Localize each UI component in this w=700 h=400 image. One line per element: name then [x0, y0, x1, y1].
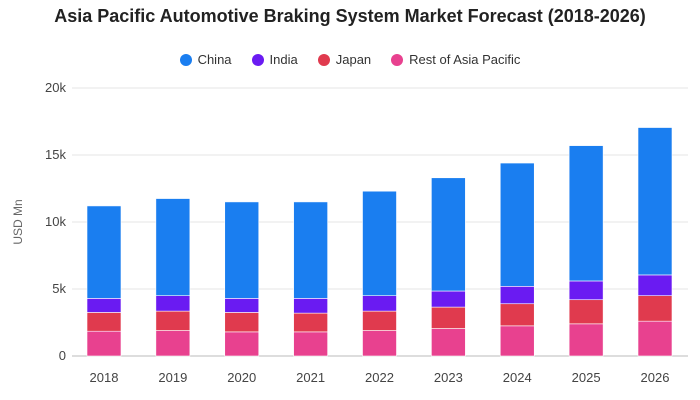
bar-segment	[86, 312, 122, 332]
bar-segment	[224, 331, 260, 357]
chart-title: Asia Pacific Automotive Braking System M…	[54, 6, 646, 26]
bar-segment	[155, 310, 191, 331]
bar-segment	[431, 290, 466, 308]
legend-swatch	[391, 53, 404, 66]
legend-item[interactable]: Japan	[317, 52, 372, 67]
x-tick-label: 2021	[296, 370, 325, 385]
bar-segment	[499, 303, 535, 327]
bar-segment	[431, 306, 466, 329]
bar-segment	[362, 310, 397, 331]
bar-segment	[293, 312, 328, 333]
bar-segment	[431, 177, 466, 292]
bar-segment	[568, 145, 604, 282]
y-tick-label: 5k	[52, 281, 66, 296]
bar-segment	[499, 162, 535, 287]
bar-segment	[293, 201, 328, 299]
x-tick-label: 2024	[503, 370, 532, 385]
chart-legend: China India Japan Rest of Asia Pacific	[0, 52, 700, 67]
y-axis-label: USD Mn	[11, 199, 25, 244]
legend-item[interactable]: Rest of Asia Pacific	[391, 52, 520, 67]
bar-segment	[155, 330, 191, 357]
bar-segment	[568, 299, 604, 325]
legend-label: China	[197, 52, 232, 67]
bar-segment	[224, 201, 260, 299]
bar-segment	[86, 205, 122, 299]
bar-segment	[637, 295, 673, 322]
x-tick-label: 2019	[158, 370, 187, 385]
bar-segment	[499, 286, 535, 305]
bar-segment	[224, 312, 260, 333]
x-tick-label: 2022	[365, 370, 394, 385]
bar-segment	[362, 295, 397, 312]
y-tick-label: 0	[59, 348, 66, 363]
bar-segment	[362, 330, 397, 357]
legend-swatch	[317, 53, 330, 66]
bar-segment	[362, 190, 397, 296]
x-tick-label: 2020	[227, 370, 256, 385]
legend-label: Rest of Asia Pacific	[409, 52, 521, 67]
bar-segment	[293, 298, 328, 314]
bar-segment	[86, 330, 122, 357]
y-tick-label: 10k	[45, 214, 66, 229]
bar-segment	[293, 331, 328, 357]
bar-segment	[637, 127, 673, 276]
bar-segment	[155, 198, 191, 297]
y-tick-label: 20k	[45, 80, 66, 95]
bar-segment	[499, 325, 535, 357]
x-tick-label: 2018	[90, 370, 119, 385]
bar-segment	[224, 298, 260, 313]
bar-segment	[155, 295, 191, 312]
x-tick-label: 2025	[572, 370, 601, 385]
legend-item[interactable]: China	[179, 52, 232, 67]
legend-label: Japan	[335, 52, 372, 67]
bar-segment	[637, 274, 673, 296]
legend-swatch	[179, 53, 192, 66]
bar-segment	[568, 280, 604, 301]
bar-segment	[431, 328, 466, 357]
legend-item[interactable]: India	[251, 52, 298, 67]
x-tick-label: 2023	[434, 370, 463, 385]
legend-label: India	[269, 52, 298, 67]
bar-segment	[86, 298, 122, 313]
y-tick-label: 15k	[45, 147, 66, 162]
x-tick-label: 2026	[641, 370, 670, 385]
legend-swatch	[251, 53, 264, 66]
bar-segment	[637, 320, 673, 357]
bar-segment	[568, 323, 604, 357]
